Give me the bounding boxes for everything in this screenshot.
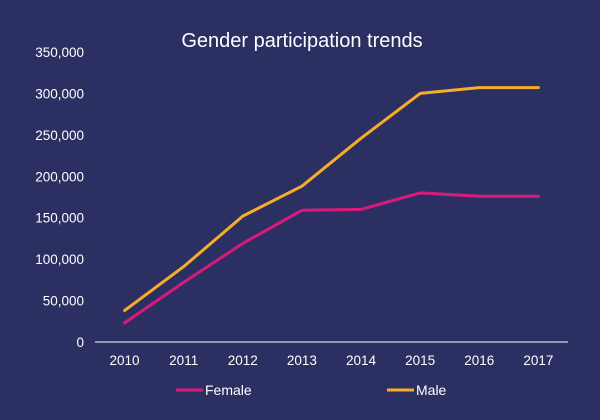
y-tick-label: 200,000 xyxy=(35,169,84,184)
y-tick-label: 300,000 xyxy=(35,86,84,101)
plot-area xyxy=(123,86,540,325)
x-tick-label: 2014 xyxy=(346,353,377,368)
y-axis: 0 50,000 100,000 150,000 200,000 250,000 300,0… xyxy=(35,45,84,350)
legend-label-female: Female xyxy=(205,382,252,398)
x-tick-label: 2010 xyxy=(110,353,140,368)
y-tick-label: 100,000 xyxy=(35,252,84,267)
x-tick-label: 2011 xyxy=(169,353,198,368)
y-tick-label: 50,000 xyxy=(43,294,84,309)
series-line-male xyxy=(123,86,540,312)
x-tick-label: 2015 xyxy=(405,353,435,368)
x-tick-label: 2017 xyxy=(523,353,553,368)
y-tick-label: 0 xyxy=(76,335,84,350)
legend: Female Male xyxy=(176,382,447,398)
y-tick-label: 150,000 xyxy=(35,211,84,226)
x-tick-label: 2013 xyxy=(287,353,317,368)
x-tick-label: 2016 xyxy=(464,353,494,368)
y-tick-label: 250,000 xyxy=(35,128,84,143)
x-axis: 2010 2011 2012 2013 2014 2015 2016 2017 xyxy=(110,353,554,368)
x-tick-label: 2012 xyxy=(228,353,258,368)
y-tick-label: 350,000 xyxy=(35,45,84,60)
legend-label-male: Male xyxy=(416,382,447,398)
chart-title: Gender participation trends xyxy=(181,30,422,52)
series-line-female xyxy=(123,191,540,325)
